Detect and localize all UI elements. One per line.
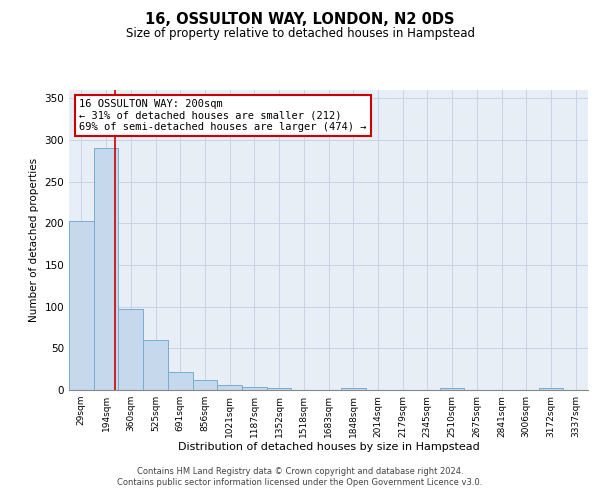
Bar (539, 388, 563, 390)
Bar (168, 372, 193, 390)
Bar (143, 340, 168, 390)
Y-axis label: Number of detached properties: Number of detached properties (29, 158, 39, 322)
Text: 16 OSSULTON WAY: 200sqm
← 31% of detached houses are smaller (212)
69% of semi-d: 16 OSSULTON WAY: 200sqm ← 31% of detache… (79, 99, 367, 132)
Bar (217, 385, 242, 390)
Bar (94, 148, 118, 390)
Bar (118, 309, 143, 390)
Text: Distribution of detached houses by size in Hampstead: Distribution of detached houses by size … (178, 442, 479, 452)
Bar (242, 386, 267, 390)
Text: Size of property relative to detached houses in Hampstead: Size of property relative to detached ho… (125, 28, 475, 40)
Text: Contains public sector information licensed under the Open Government Licence v3: Contains public sector information licen… (118, 478, 482, 487)
Bar (440, 388, 464, 390)
Bar (341, 388, 365, 390)
Bar (69, 221, 94, 390)
Bar (193, 380, 217, 390)
Text: 16, OSSULTON WAY, LONDON, N2 0DS: 16, OSSULTON WAY, LONDON, N2 0DS (145, 12, 455, 28)
Text: Contains HM Land Registry data © Crown copyright and database right 2024.: Contains HM Land Registry data © Crown c… (137, 467, 463, 476)
Bar (267, 388, 292, 390)
